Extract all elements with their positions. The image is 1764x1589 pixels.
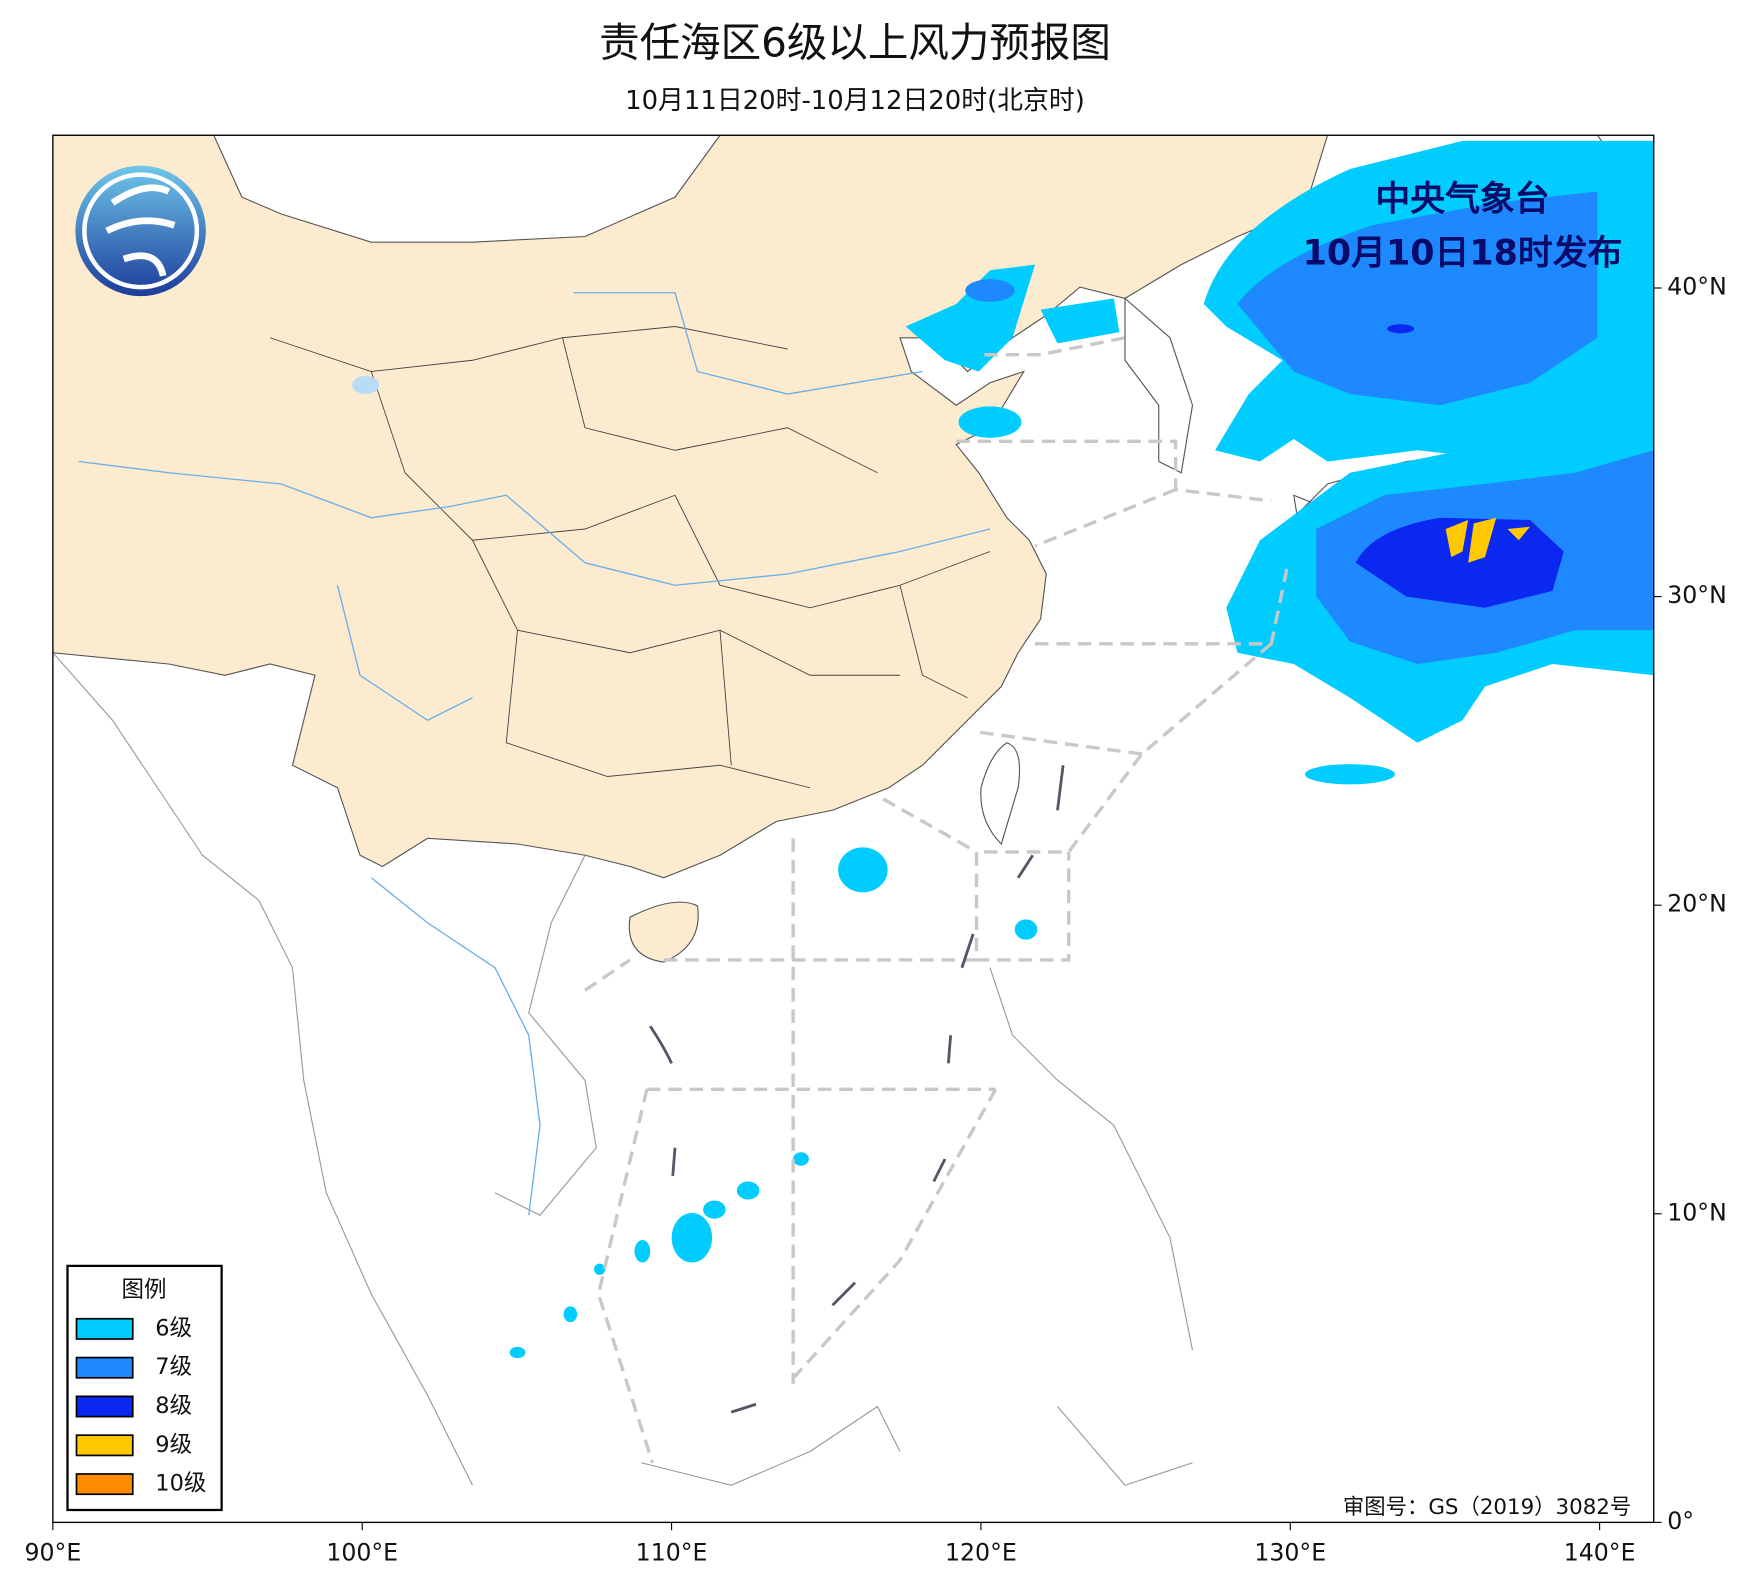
y-tick-label: 40°N (1667, 273, 1727, 301)
legend-swatch (75, 1473, 134, 1496)
indochina-coast (52, 652, 1194, 1486)
wind-8 (1355, 324, 1564, 608)
legend-swatch (75, 1356, 134, 1379)
province-borders (269, 326, 991, 789)
map-body (52, 135, 1654, 1523)
legend-label: 9级 (155, 1432, 192, 1458)
issue-time: 10月10日18时发布 (1303, 234, 1623, 274)
legend-swatch (75, 1395, 134, 1418)
x-tick-label: 90°E (24, 1538, 81, 1566)
y-tick-label: 0° (1667, 1507, 1694, 1535)
hainan (628, 901, 699, 963)
legend-label: 8级 (155, 1393, 192, 1419)
legend-label: 6级 (155, 1315, 192, 1341)
rivers (78, 292, 991, 1216)
approval-number: 审图号：GS（2019）3082号 (1343, 1495, 1631, 1520)
logo (75, 165, 206, 297)
y-tick-label: 20°N (1667, 890, 1727, 918)
x-tick-label: 140°E (1564, 1538, 1636, 1566)
legend-swatch (75, 1317, 134, 1340)
logo-circle (75, 165, 206, 297)
title: 责任海区6级以上风力预报图 (599, 18, 1111, 66)
x-tick-label: 110°E (636, 1538, 708, 1566)
legend-box (66, 1264, 223, 1512)
subtitle: 10月11日20时-10月12日20时(北京时) (625, 86, 1085, 116)
lake (352, 376, 380, 394)
legend-label: 10级 (155, 1471, 206, 1497)
x-tick-label: 100°E (326, 1538, 398, 1566)
legend-swatch (75, 1434, 134, 1457)
legend: 图例 6级 7级 8级 9级 10级 (66, 1264, 223, 1512)
logo-ring (82, 172, 200, 290)
taiwan (980, 742, 1021, 846)
y-tick-label: 10°N (1667, 1198, 1727, 1226)
wind-9 (1445, 517, 1530, 563)
x-tick-label: 120°E (945, 1538, 1017, 1566)
map-frame (52, 134, 1655, 1524)
legend-label: 7级 (155, 1354, 192, 1380)
logo-mark (105, 184, 176, 277)
issuer-agency: 中央气象台 (1375, 180, 1549, 220)
korea (1124, 297, 1194, 474)
x-tick-label: 130°E (1254, 1538, 1326, 1566)
legend-title: 图例 (121, 1277, 166, 1303)
y-tick-label: 30°N (1667, 581, 1727, 609)
sea-area-boundaries (584, 336, 1290, 1464)
